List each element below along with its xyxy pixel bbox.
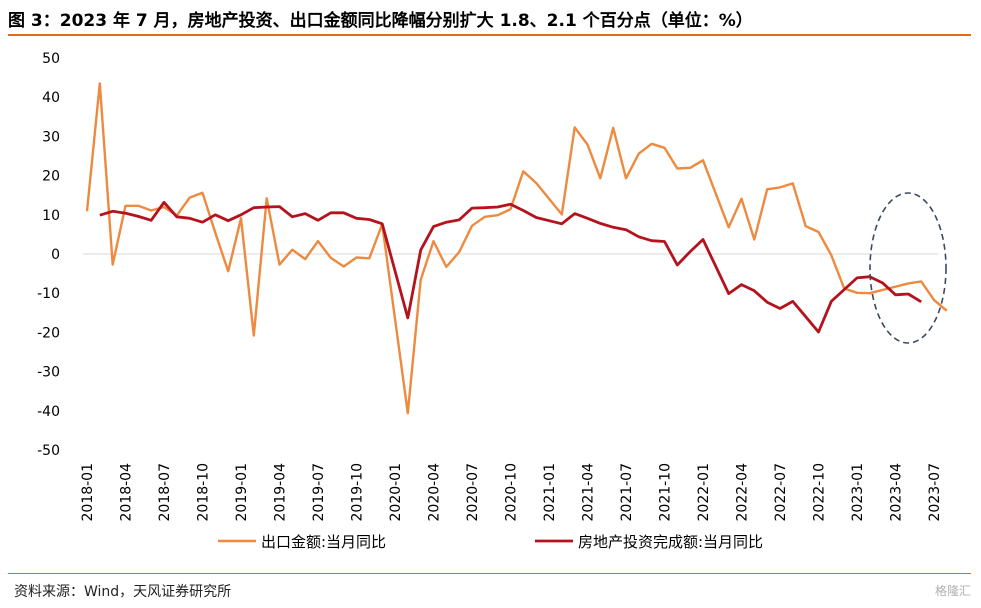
x-tick-label: 2023-01 <box>850 463 866 522</box>
legend-label: 房地产投资完成额:当月同比 <box>578 533 763 551</box>
chart-title: 图 3：2023 年 7 月，房地产投资、出口金额同比降幅分别扩大 1.8、2.… <box>8 11 753 31</box>
source-note: 资料来源：Wind，天风证券研究所 <box>14 584 232 600</box>
title-rule <box>8 34 971 36</box>
y-tick-label: 30 <box>42 129 60 145</box>
x-tick-label: 2019-10 <box>350 463 366 522</box>
x-tick-label: 2022-10 <box>812 463 828 522</box>
x-tick-label: 2021-04 <box>581 463 597 522</box>
y-axis: 50 40 30 20 10 0 -10 -20 -30 -40 -50 <box>37 51 938 459</box>
watermark: 格隆汇 <box>934 584 971 598</box>
y-tick-label: -10 <box>37 286 60 302</box>
x-tick-label: 2023-07 <box>927 463 943 522</box>
x-tick-label: 2018-07 <box>157 463 173 522</box>
legend: 出口金额:当月同比 房地产投资完成额:当月同比 <box>218 533 763 551</box>
x-axis: 2018-01 2018-04 2018-07 2018-10 2019-01 2019-… <box>80 463 943 522</box>
y-tick-label: -20 <box>37 325 60 341</box>
x-tick-label: 2019-07 <box>311 463 327 522</box>
y-tick-label: -50 <box>37 443 60 459</box>
y-tick-label: -40 <box>37 404 60 420</box>
x-tick-label: 2019-01 <box>234 463 250 522</box>
x-tick-label: 2021-10 <box>658 463 674 522</box>
legend-label: 出口金额:当月同比 <box>261 533 386 551</box>
realestate-series-line <box>99 200 922 334</box>
x-tick-label: 2023-04 <box>889 463 905 522</box>
x-tick-label: 2021-01 <box>542 463 558 522</box>
highlight-ellipse <box>869 192 947 344</box>
x-tick-label: 2022-07 <box>773 463 789 522</box>
y-tick-label: 10 <box>42 208 60 224</box>
y-tick-label: 50 <box>42 51 60 67</box>
x-tick-label: 2022-04 <box>735 463 751 522</box>
export-series-line <box>85 82 948 415</box>
x-tick-label: 2020-07 <box>465 463 481 522</box>
x-tick-label: 2018-01 <box>80 463 96 522</box>
y-tick-label: 40 <box>42 90 60 106</box>
x-tick-label: 2018-10 <box>196 463 212 522</box>
x-tick-label: 2021-07 <box>619 463 635 522</box>
y-tick-label: 0 <box>51 247 60 263</box>
x-tick-label: 2022-01 <box>696 463 712 522</box>
x-tick-label: 2020-04 <box>427 463 443 522</box>
x-tick-label: 2020-01 <box>388 463 404 522</box>
y-tick-label: -30 <box>37 365 60 381</box>
source-rule <box>8 573 971 574</box>
series-layer <box>85 82 948 415</box>
x-tick-label: 2019-04 <box>273 463 289 522</box>
x-tick-label: 2018-04 <box>119 463 135 522</box>
y-tick-label: 20 <box>42 169 60 185</box>
x-tick-label: 2020-10 <box>504 463 520 522</box>
